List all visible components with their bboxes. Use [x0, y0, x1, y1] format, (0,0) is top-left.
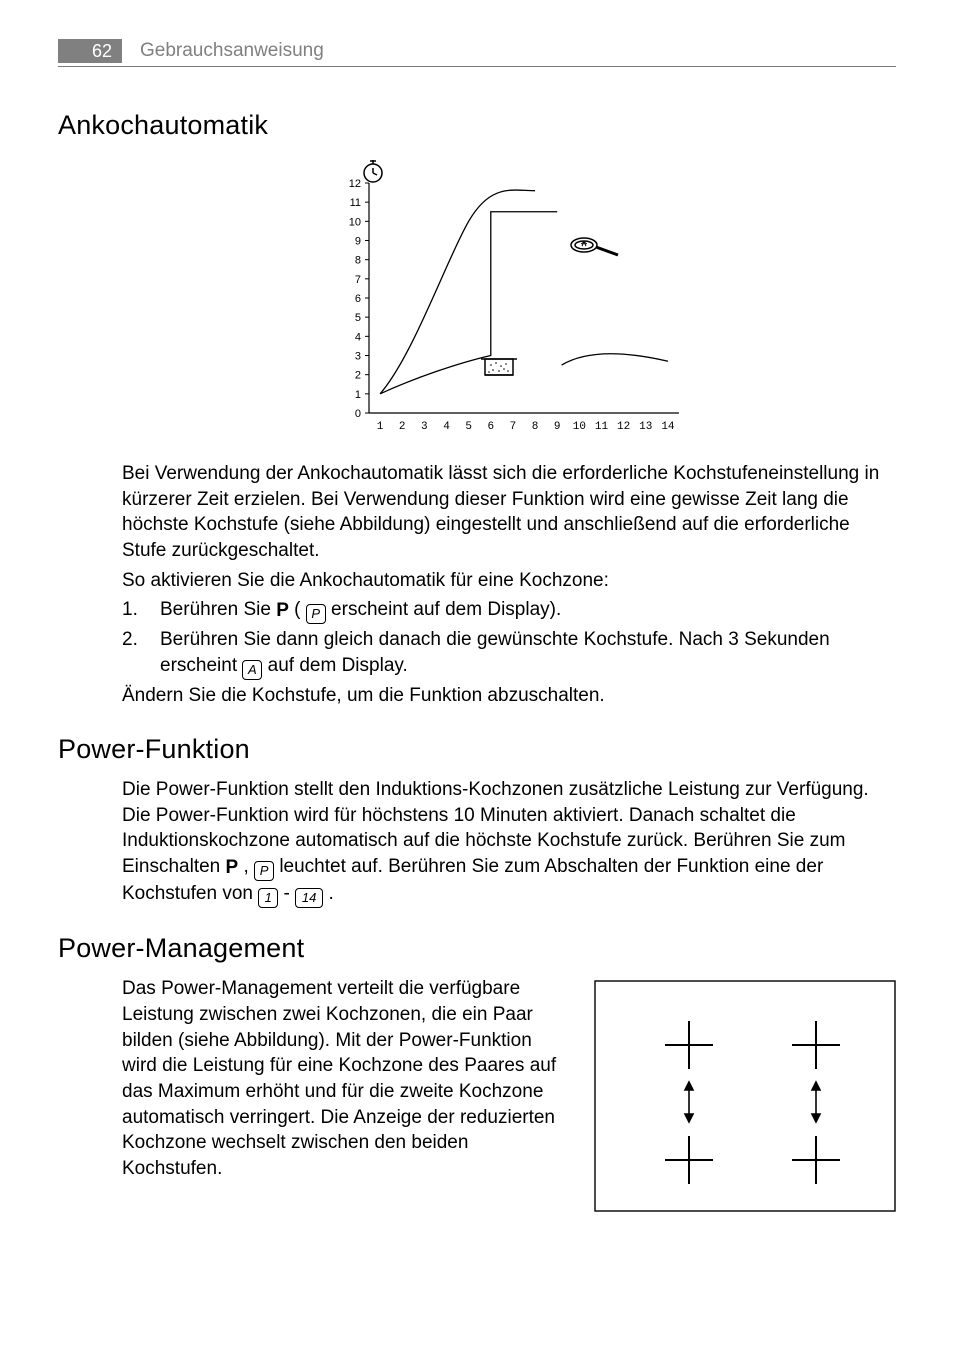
power-text: Die Power-Funktion stellt den Induktions… — [122, 777, 896, 908]
heading-power: Power-Funktion — [58, 731, 896, 767]
svg-text:6: 6 — [355, 293, 361, 305]
ankoch-cancel: Ändern Sie die Kochstufe, um die Funktio… — [122, 683, 896, 709]
p-box-icon: P — [306, 604, 326, 624]
svg-text:11: 11 — [350, 197, 361, 209]
ankoch-step-2: 2. Berühren Sie dann gleich danach die g… — [122, 627, 896, 680]
svg-text:4: 4 — [443, 421, 450, 433]
svg-text:3: 3 — [421, 421, 428, 433]
svg-text:4: 4 — [355, 331, 361, 343]
svg-text:7: 7 — [510, 421, 517, 433]
ankoch-howto: So aktivieren Sie die Ankochautomatik fü… — [122, 568, 896, 594]
p-bold-icon: P — [276, 601, 289, 620]
ankoch-intro: Bei Verwendung der Ankochautomatik lässt… — [122, 461, 896, 564]
svg-text:10: 10 — [573, 421, 586, 433]
svg-text:13: 13 — [639, 421, 652, 433]
a-box-icon: A — [242, 660, 262, 680]
svg-text:11: 11 — [595, 421, 609, 433]
ankoch-chart: 0123456789101112 1234567891011121314 — [122, 153, 896, 443]
svg-text:9: 9 — [355, 236, 361, 248]
pm-text: Das Power-Management verteilt die verfüg… — [122, 976, 566, 1181]
svg-text:0: 0 — [355, 408, 361, 420]
fourteen-box-icon: 14 — [295, 888, 323, 908]
svg-text:6: 6 — [487, 421, 494, 433]
step2-post: auf dem Display. — [268, 655, 408, 676]
power-mid1: , — [238, 856, 254, 877]
svg-text:8: 8 — [532, 421, 539, 433]
power-mid3: - — [284, 883, 296, 904]
svg-text:12: 12 — [617, 421, 630, 433]
p-box-icon: P — [254, 861, 274, 881]
svg-text:8: 8 — [355, 255, 361, 267]
list-number: 2. — [122, 627, 160, 680]
svg-text:3: 3 — [355, 351, 361, 363]
heading-ankoch: Ankochautomatik — [58, 107, 896, 143]
svg-text:7: 7 — [355, 274, 361, 286]
svg-text:2: 2 — [399, 421, 406, 433]
page-header: 62 Gebrauchsanweisung — [58, 38, 896, 67]
pm-diagram — [594, 980, 896, 1246]
svg-text:12: 12 — [349, 178, 361, 190]
page-number: 62 — [58, 39, 122, 63]
svg-text:5: 5 — [355, 312, 361, 324]
heading-pm: Power-Management — [58, 930, 896, 966]
one-box-icon: 1 — [258, 888, 278, 908]
step1-mid: ( — [294, 599, 306, 620]
power-post: . — [328, 883, 333, 904]
ankoch-step-1: 1. Berühren Sie P ( P erscheint auf dem … — [122, 597, 896, 624]
step1-pre: Berühren Sie — [160, 599, 276, 620]
svg-text:5: 5 — [465, 421, 472, 433]
step1-post: erscheint auf dem Display). — [331, 599, 561, 620]
svg-text:2: 2 — [355, 370, 361, 382]
svg-text:9: 9 — [554, 421, 561, 433]
svg-text:14: 14 — [661, 421, 675, 433]
svg-text:10: 10 — [349, 216, 361, 228]
svg-text:1: 1 — [377, 421, 384, 433]
p-bold-icon: P — [226, 858, 239, 877]
section-name: Gebrauchsanweisung — [140, 38, 324, 64]
list-number: 1. — [122, 597, 160, 624]
svg-text:1: 1 — [355, 389, 361, 401]
